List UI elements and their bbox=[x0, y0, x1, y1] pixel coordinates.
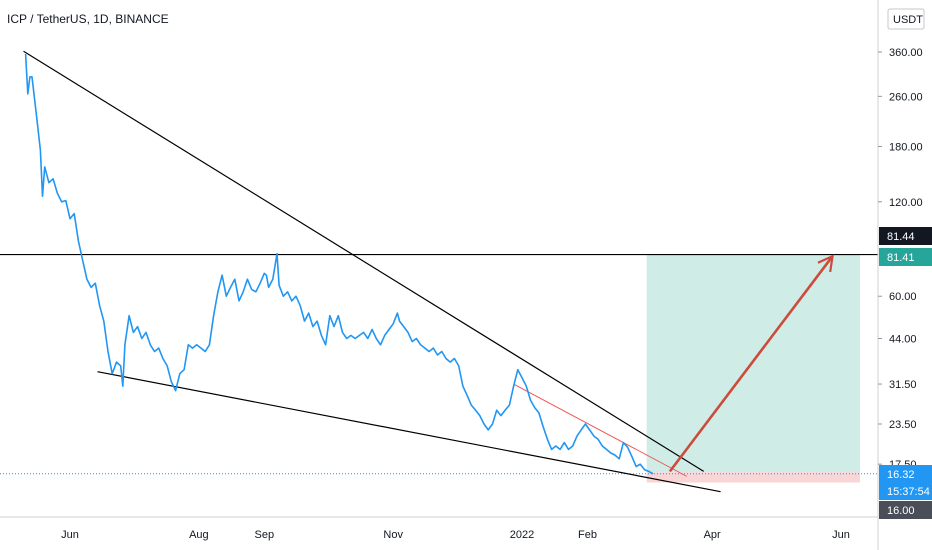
x-tick-label: Jun bbox=[61, 529, 79, 541]
target-zone bbox=[646, 254, 861, 473]
price-tag bbox=[879, 482, 932, 500]
target-arrow-shaft[interactable] bbox=[668, 255, 834, 473]
currency-box[interactable] bbox=[887, 8, 925, 30]
y-tick-label: 31.50 bbox=[889, 379, 917, 391]
currency-label: USDT bbox=[893, 14, 923, 26]
price-tag bbox=[879, 227, 932, 245]
price-tag-label: 15:37:54 bbox=[887, 486, 930, 498]
price-line-series[interactable] bbox=[24, 53, 654, 475]
price-tag bbox=[879, 501, 932, 519]
lower-trendline[interactable] bbox=[97, 371, 721, 493]
target-arrow-head[interactable] bbox=[817, 254, 834, 273]
price-tag-label: 81.41 bbox=[887, 252, 915, 264]
y-tick-label: 23.50 bbox=[889, 419, 917, 431]
price-tag bbox=[879, 248, 932, 266]
price-tag-label: 16.00 bbox=[887, 505, 915, 517]
y-tick-label: 60.00 bbox=[889, 291, 917, 303]
x-tick-label: Jun bbox=[832, 529, 850, 541]
price-axis[interactable] bbox=[878, 0, 932, 550]
x-tick-label: Nov bbox=[383, 529, 403, 541]
x-tick-label: Feb bbox=[578, 529, 597, 541]
price-tag-label: 16.32 bbox=[887, 469, 915, 481]
price-tag-label: 81.44 bbox=[887, 231, 915, 243]
x-tick-label: Apr bbox=[704, 529, 721, 541]
x-tick-label: Aug bbox=[189, 529, 209, 541]
y-tick-label: 44.00 bbox=[889, 334, 917, 346]
thin-red-trendline[interactable] bbox=[513, 383, 688, 477]
x-tick-label: 2022 bbox=[510, 529, 534, 541]
price-tag bbox=[879, 465, 932, 483]
y-tick-label: 120.00 bbox=[889, 197, 923, 209]
x-tick-label: Sep bbox=[255, 529, 275, 541]
symbol-title: ICP / TetherUS, 1D, BINANCE bbox=[7, 12, 169, 26]
upper-trendline[interactable] bbox=[23, 50, 705, 472]
y-tick-label: 180.00 bbox=[889, 141, 923, 153]
y-tick-label: 260.00 bbox=[889, 91, 923, 103]
y-tick-label: 360.00 bbox=[889, 47, 923, 59]
stop-zone bbox=[646, 472, 861, 483]
